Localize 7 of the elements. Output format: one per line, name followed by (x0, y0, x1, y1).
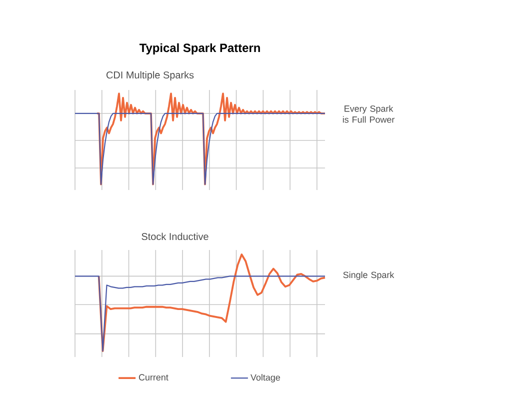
text: Every Spark is Full Power (342, 105, 395, 123)
legend-label: Voltage (250, 374, 280, 382)
legend-label: Current (138, 374, 168, 380)
text: Single Spark (343, 272, 394, 280)
chart-subtitle: CDI Multiple Sparks (106, 71, 194, 80)
chart-title: Stock Inductive (142, 232, 208, 240)
chart-title: Typical Spark Pattern (139, 43, 260, 54)
